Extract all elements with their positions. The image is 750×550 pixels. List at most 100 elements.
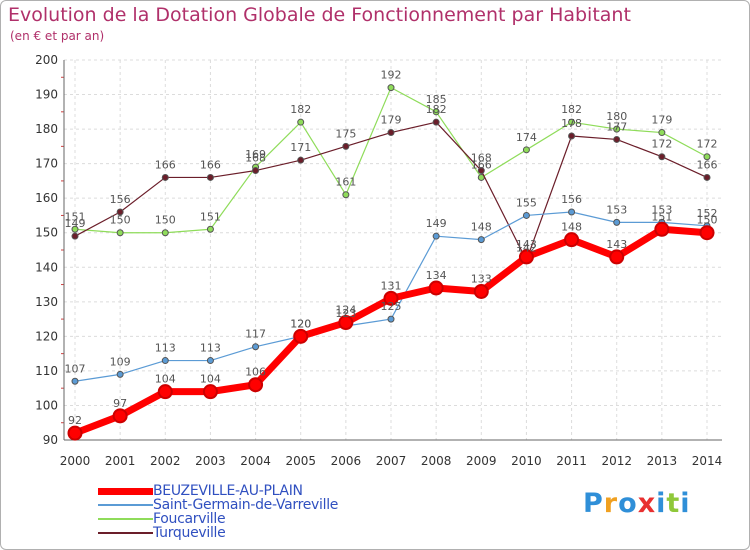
data-point — [116, 208, 124, 216]
data-point — [613, 125, 621, 133]
data-label: 172 — [697, 138, 718, 151]
data-label: 166 — [471, 158, 492, 171]
data-point — [387, 315, 395, 323]
data-point — [206, 173, 214, 181]
data-label: 120 — [290, 317, 311, 330]
legend-item: BEUZEVILLE-AU-PLAIN — [98, 483, 338, 499]
data-point — [71, 225, 79, 233]
legend-item: Saint-Germain-de-Varreville — [98, 497, 339, 513]
legend-label: Saint-Germain-de-Varreville — [153, 497, 339, 513]
data-label: 92 — [68, 414, 82, 427]
data-label: 150 — [697, 214, 718, 227]
data-label: 178 — [561, 117, 582, 130]
data-label: 131 — [381, 279, 402, 292]
data-label: 150 — [110, 214, 131, 227]
data-point — [161, 357, 169, 365]
data-label: 142 — [516, 241, 537, 254]
x-tick-label: 2012 — [601, 454, 632, 468]
data-point — [248, 377, 264, 393]
data-label: 113 — [155, 342, 176, 355]
data-point — [658, 129, 666, 137]
logo-letter: t — [666, 488, 681, 519]
data-point — [338, 315, 354, 331]
data-point — [568, 208, 576, 216]
data-point — [387, 84, 395, 92]
y-tick-label: 160 — [35, 191, 58, 205]
data-point — [428, 280, 444, 296]
data-label: 179 — [381, 114, 402, 127]
x-tick-label: 2001 — [105, 454, 136, 468]
data-label: 166 — [697, 158, 718, 171]
legend-label: Turqueville — [153, 525, 226, 541]
data-point — [703, 153, 711, 161]
data-label: 148 — [561, 221, 582, 234]
legend-item: Foucarville — [98, 511, 338, 527]
x-tick-label: 2008 — [421, 454, 452, 468]
x-tick-label: 2013 — [647, 454, 678, 468]
data-point — [432, 232, 440, 240]
data-label: 113 — [200, 342, 221, 355]
data-label: 107 — [65, 362, 86, 375]
data-point — [206, 357, 214, 365]
data-label: 171 — [290, 141, 311, 154]
logo-letter: o — [618, 488, 638, 519]
chart-title: Evolution de la Dotation Globale de Fonc… — [8, 4, 631, 26]
data-label: 97 — [113, 397, 127, 410]
data-label: 182 — [290, 103, 311, 116]
x-tick-label: 2003 — [195, 454, 226, 468]
chart-subtitle: (en € et par an) — [10, 29, 105, 43]
data-label: 168 — [471, 152, 492, 165]
data-label: 168 — [245, 152, 266, 165]
data-label: 109 — [110, 355, 131, 368]
data-point — [518, 249, 534, 265]
x-tick-label: 2011 — [556, 454, 587, 468]
data-point — [473, 283, 489, 299]
data-label: 155 — [516, 196, 537, 209]
data-point — [297, 156, 305, 164]
data-label: 143 — [606, 238, 627, 251]
data-point — [613, 218, 621, 226]
y-tick-label: 200 — [35, 53, 58, 67]
data-label: 125 — [381, 300, 402, 313]
data-label: 104 — [155, 373, 176, 386]
data-point — [564, 232, 580, 248]
data-label: 179 — [651, 114, 672, 127]
y-tick-label: 120 — [35, 329, 58, 343]
data-label: 161 — [335, 176, 356, 189]
logo-letter: P — [583, 488, 604, 519]
data-label: 192 — [381, 69, 402, 82]
x-tick-label: 2010 — [511, 454, 542, 468]
data-label: 166 — [155, 158, 176, 171]
data-point — [161, 229, 169, 237]
data-label: 166 — [200, 158, 221, 171]
data-label: 149 — [426, 217, 447, 230]
legend-swatch — [98, 487, 153, 495]
legend-label: BEUZEVILLE-AU-PLAIN — [153, 483, 303, 499]
data-point — [568, 132, 576, 140]
logo-letter: x — [637, 488, 657, 519]
logo-letter: r — [603, 488, 619, 519]
data-label: 106 — [245, 366, 266, 379]
data-point — [613, 135, 621, 143]
y-tick-label: 140 — [35, 260, 58, 274]
data-point — [432, 118, 440, 126]
data-label: 149 — [65, 217, 86, 230]
y-tick-label: 90 — [43, 433, 58, 447]
x-tick-label: 2000 — [60, 454, 91, 468]
data-point — [522, 211, 530, 219]
data-point — [161, 173, 169, 181]
x-tick-label: 2002 — [150, 454, 181, 468]
data-label: 133 — [471, 272, 492, 285]
data-label: 148 — [471, 221, 492, 234]
x-tick-label: 2009 — [466, 454, 497, 468]
data-point — [206, 225, 214, 233]
legend-label: Foucarville — [153, 511, 226, 527]
data-point — [252, 343, 260, 351]
data-point — [71, 232, 79, 240]
legend-item: Turqueville — [98, 525, 338, 541]
data-label: 134 — [426, 269, 447, 282]
data-label: 177 — [606, 120, 627, 133]
data-point — [699, 225, 715, 241]
data-label: 185 — [426, 93, 447, 106]
data-point — [116, 370, 124, 378]
